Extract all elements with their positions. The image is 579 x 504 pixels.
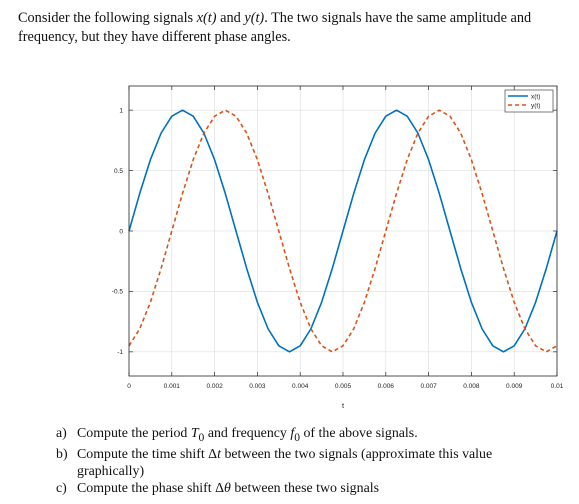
question-label: b) bbox=[56, 446, 68, 462]
math-symbol: T bbox=[190, 426, 199, 441]
question-text: between these two signals bbox=[230, 480, 380, 496]
x-tick-label: 0.002 bbox=[206, 383, 223, 390]
math-subscript: 0 bbox=[294, 430, 301, 444]
signal-x-symbol: x(t) bbox=[196, 10, 217, 26]
legend: x(t) y(t) bbox=[504, 89, 554, 113]
x-axis-ticks: 0 0.001 0.002 0.003 0.004 0.005 0.006 0.007 0.00… bbox=[127, 86, 564, 390]
question-item: c) Compute the phase shift Δθ between the… bbox=[56, 480, 556, 497]
x-tick-label: 0.006 bbox=[378, 383, 395, 390]
x-tick-label: 0 bbox=[127, 383, 131, 390]
x-tick-label: 0.005 bbox=[335, 383, 352, 390]
legend-label-2: y(t) bbox=[531, 102, 540, 109]
intro-text-1: Consider the following signals bbox=[18, 10, 197, 26]
x-tick-label: 0.009 bbox=[506, 383, 523, 390]
x-tick-label: 0.008 bbox=[463, 383, 480, 390]
question-text: Compute the period bbox=[77, 426, 191, 441]
math-symbol: f bbox=[290, 426, 295, 441]
signal-plot: 0 0.001 0.002 0.003 0.004 0.005 0.006 0.007 0.00… bbox=[112, 85, 564, 410]
math-symbol: t bbox=[217, 446, 221, 462]
math-symbol: θ bbox=[224, 480, 231, 496]
question-text: of the above signals. bbox=[300, 426, 418, 441]
series-line-1 bbox=[128, 109, 558, 353]
intro-text-2: and bbox=[216, 10, 245, 26]
x-axis-label: t bbox=[342, 401, 345, 410]
question-item: b) Compute the time shift Δt between the … bbox=[56, 446, 556, 480]
question-text: between the two signals (approximate thi… bbox=[77, 446, 493, 479]
math-subscript: 0 bbox=[198, 430, 205, 444]
y-tick-label: 0.5 bbox=[114, 168, 123, 175]
signal-y-symbol: y(t) bbox=[244, 10, 265, 26]
question-text: and frequency bbox=[204, 426, 291, 441]
legend-label-1: x(t) bbox=[531, 93, 540, 100]
y-tick-label: -0.5 bbox=[112, 289, 124, 296]
intro-text-3: . The two signals have the same amplitud… bbox=[18, 10, 532, 45]
question-label: a) bbox=[56, 426, 67, 441]
problem-statement: Consider the following signals x(t) and … bbox=[18, 9, 566, 47]
y-axis-ticks: 1 0.5 0 -0.5 -1 bbox=[112, 107, 557, 356]
question-label: c) bbox=[56, 480, 67, 496]
question-item: a) Compute the period T0 and frequency f0… bbox=[56, 425, 556, 446]
y-tick-label: -1 bbox=[117, 349, 123, 356]
question-text: Compute the time shift Δ bbox=[77, 446, 218, 462]
x-tick-label: 0.01 bbox=[551, 383, 564, 390]
y-tick-label: 0 bbox=[119, 228, 123, 235]
x-tick-label: 0.007 bbox=[420, 383, 437, 390]
question-list: a) Compute the period T0 and frequency f0… bbox=[56, 425, 556, 497]
series-layer bbox=[128, 109, 558, 353]
plot-frame bbox=[128, 85, 558, 377]
x-tick-label: 0.004 bbox=[292, 383, 309, 390]
x-tick-label: 0.001 bbox=[164, 383, 181, 390]
series-line-2 bbox=[128, 109, 558, 353]
legend-box bbox=[504, 89, 554, 113]
question-text: Compute the phase shift Δ bbox=[77, 480, 225, 496]
x-tick-label: 0.003 bbox=[249, 383, 266, 390]
y-tick-label: 1 bbox=[119, 107, 123, 114]
